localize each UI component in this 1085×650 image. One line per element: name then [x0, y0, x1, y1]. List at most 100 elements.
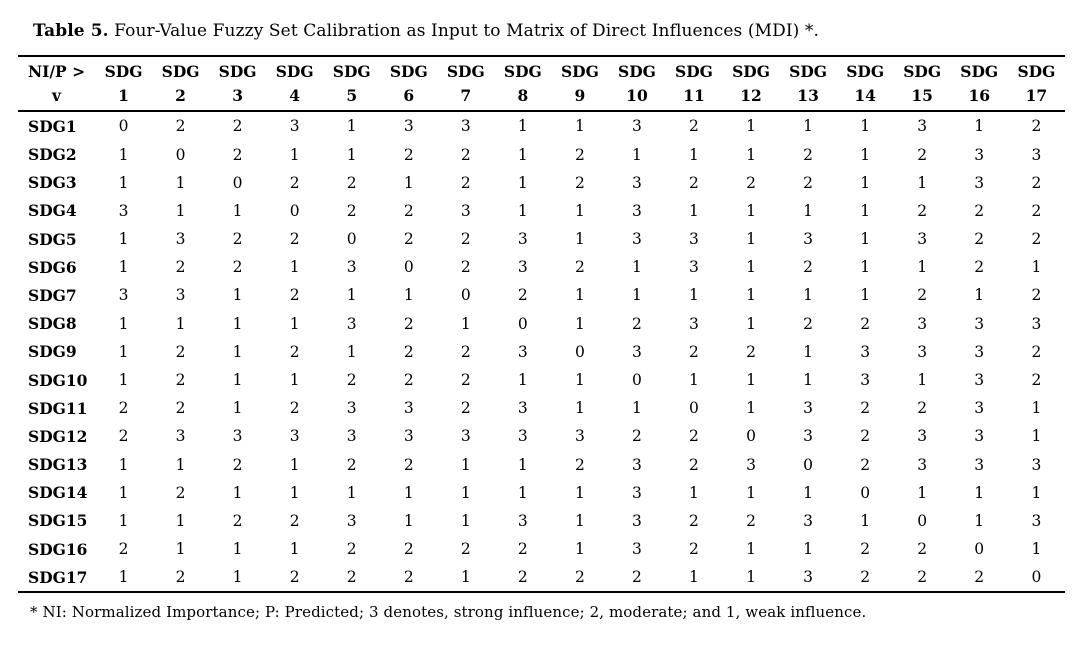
- matrix-cell: 1: [746, 314, 756, 333]
- matrix-cell: 1: [460, 455, 471, 474]
- matrix-cell: 1: [118, 173, 129, 192]
- matrix-cell: 3: [632, 483, 642, 502]
- matrix-cell: 3: [118, 286, 129, 305]
- matrix-cell: 3: [632, 342, 642, 361]
- matrix-cell: 1: [1031, 258, 1042, 277]
- matrix-cell: 1: [289, 371, 300, 390]
- matrix-cell: 1: [346, 145, 357, 164]
- column-header: SDG 9: [560, 61, 599, 105]
- matrix-cell: 1: [574, 483, 585, 502]
- row-header: SDG3: [28, 173, 77, 193]
- mdi-matrix-table: NI/P > v SDG 1 SDG 2 SDG 3 SDG 4 SDG 5 SDG 6 SDG 7 SDG 8 S…: [18, 55, 1065, 593]
- matrix-cell: 1: [289, 258, 300, 277]
- matrix-cell: 2: [517, 286, 528, 305]
- matrix-cell: 3: [403, 427, 414, 446]
- matrix-cell: 1: [232, 568, 243, 587]
- matrix-cell: 2: [403, 230, 414, 249]
- row-header: SDG1: [28, 116, 77, 136]
- matrix-cell: 1: [574, 511, 585, 530]
- table-row: SDG5 1 3 2 2 0 2 2 3 1 3 3 1 3 1 3 2 2: [18, 225, 1065, 253]
- matrix-cell: 3: [517, 258, 528, 277]
- matrix-cell: 1: [917, 483, 928, 502]
- matrix-cell: 1: [1031, 483, 1042, 502]
- matrix-cell: 1: [517, 117, 528, 136]
- matrix-cell: 3: [917, 427, 928, 446]
- matrix-cell: 2: [917, 540, 928, 559]
- column-header: SDG 4: [275, 61, 314, 105]
- matrix-cell: 1: [746, 258, 756, 277]
- matrix-cell: 1: [403, 286, 414, 305]
- matrix-cell: 3: [689, 314, 699, 333]
- matrix-cell: 1: [746, 371, 756, 390]
- matrix-cell: 3: [1031, 455, 1042, 474]
- row-header: SDG13: [28, 455, 88, 475]
- row-header: SDG14: [28, 483, 88, 503]
- matrix-cell: 2: [403, 145, 414, 164]
- matrix-cell: 2: [917, 145, 928, 164]
- matrix-cell: 2: [689, 117, 699, 136]
- matrix-cell: 2: [1031, 371, 1042, 390]
- column-header: SDG 6: [389, 61, 428, 105]
- matrix-cell: 2: [689, 455, 699, 474]
- mdi-table-header: NI/P > v SDG 1 SDG 2 SDG 3 SDG 4 SDG 5 SDG 6 SDG 7 SDG 8 S…: [18, 56, 1065, 112]
- matrix-cell: 2: [746, 173, 756, 192]
- matrix-cell: 1: [346, 483, 357, 502]
- corner-header: NI/P > v: [27, 61, 86, 105]
- matrix-cell: 0: [1031, 568, 1042, 587]
- matrix-cell: 3: [517, 399, 528, 418]
- matrix-cell: 3: [632, 455, 642, 474]
- matrix-cell: 3: [974, 427, 985, 446]
- matrix-cell: 1: [974, 117, 985, 136]
- matrix-cell: 1: [403, 173, 414, 192]
- matrix-cell: 1: [860, 145, 871, 164]
- matrix-cell: 2: [632, 568, 642, 587]
- matrix-cell: 1: [346, 286, 357, 305]
- matrix-cell: 1: [803, 201, 814, 220]
- matrix-cell: 1: [289, 483, 300, 502]
- matrix-cell: 2: [118, 427, 129, 446]
- matrix-cell: 1: [403, 511, 414, 530]
- matrix-cell: 2: [860, 455, 871, 474]
- matrix-cell: 2: [689, 342, 699, 361]
- matrix-cell: 3: [517, 511, 528, 530]
- matrix-cell: 2: [517, 540, 528, 559]
- table-footnote: * NI: Normalized Importance; P: Predicte…: [30, 603, 867, 622]
- table-caption: Table 5. Four-Value Fuzzy Set Calibratio…: [33, 21, 1065, 42]
- matrix-cell: 2: [574, 173, 585, 192]
- matrix-cell: 1: [803, 371, 814, 390]
- matrix-cell: 0: [175, 145, 186, 164]
- matrix-cell: 1: [118, 483, 129, 502]
- matrix-cell: 2: [574, 455, 585, 474]
- matrix-cell: 3: [974, 173, 985, 192]
- table-row: SDG3 1 1 0 2 2 1 2 1 2 3 2 2 2 1 1 3 2: [18, 169, 1065, 197]
- matrix-cell: 3: [289, 117, 300, 136]
- matrix-cell: 3: [346, 427, 357, 446]
- matrix-cell: 2: [689, 511, 699, 530]
- matrix-cell: 2: [346, 371, 357, 390]
- column-header: SDG 8: [503, 61, 542, 105]
- matrix-cell: 2: [746, 511, 756, 530]
- row-header: SDG6: [28, 257, 77, 277]
- table-row: SDG14 1 2 1 1 1 1 1 1 1 3 1 1 1 0 1 1 1: [18, 479, 1065, 507]
- matrix-cell: 3: [175, 230, 186, 249]
- matrix-cell: 2: [974, 568, 985, 587]
- matrix-cell: 1: [860, 173, 871, 192]
- matrix-cell: 3: [974, 342, 985, 361]
- table-row: SDG1 0 2 2 3 1 3 3 1 1 3 2 1 1 1 3 1 2: [18, 111, 1065, 140]
- matrix-cell: 3: [632, 230, 642, 249]
- matrix-cell: 2: [403, 342, 414, 361]
- matrix-cell: 3: [403, 117, 414, 136]
- matrix-cell: 2: [1031, 342, 1042, 361]
- row-header: SDG12: [28, 426, 88, 446]
- matrix-cell: 1: [118, 314, 129, 333]
- matrix-cell: 2: [689, 540, 699, 559]
- column-header: SDG 15: [903, 61, 942, 105]
- matrix-cell: 2: [403, 314, 414, 333]
- matrix-cell: 2: [460, 145, 471, 164]
- matrix-cell: 1: [689, 145, 699, 164]
- matrix-cell: 2: [346, 540, 357, 559]
- column-header: SDG 3: [218, 61, 257, 105]
- matrix-cell: 1: [289, 455, 300, 474]
- matrix-cell: 2: [232, 230, 243, 249]
- matrix-cell: 3: [860, 342, 871, 361]
